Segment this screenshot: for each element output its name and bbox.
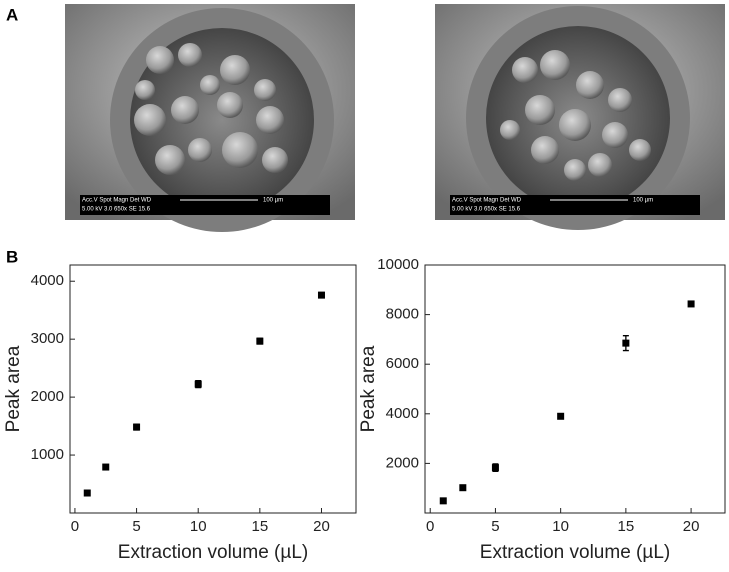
particle bbox=[254, 79, 276, 101]
plot-frame bbox=[424, 264, 726, 514]
x-tick-label: 20 bbox=[683, 518, 700, 535]
particle bbox=[135, 80, 155, 100]
data-point bbox=[317, 291, 325, 299]
particle bbox=[262, 147, 288, 173]
y-tick-label: 1000 bbox=[31, 446, 64, 463]
x-tick-label: 5 bbox=[491, 518, 499, 535]
particle bbox=[540, 50, 570, 80]
particle bbox=[200, 75, 220, 95]
particle bbox=[500, 120, 520, 140]
particle bbox=[629, 139, 651, 161]
x-tick-label: 10 bbox=[190, 518, 207, 535]
particle bbox=[146, 46, 174, 74]
info-params: 5.00 kV 3.0 650x SE 15.6 bbox=[82, 207, 151, 213]
y-tick-label: 4000 bbox=[386, 405, 419, 422]
data-point bbox=[557, 412, 565, 420]
particle bbox=[576, 71, 604, 99]
y-tick-label: 2000 bbox=[386, 454, 419, 471]
x-axis-label: Extraction volume (µL) bbox=[480, 542, 670, 563]
info-header: Acc.V Spot Magn Det WD bbox=[82, 198, 152, 204]
data-point bbox=[439, 497, 447, 505]
particle bbox=[188, 138, 212, 162]
data-point bbox=[133, 423, 141, 431]
y-tick-label: 4000 bbox=[31, 272, 64, 289]
particle bbox=[134, 104, 166, 136]
particle bbox=[222, 132, 258, 168]
x-tick-label: 15 bbox=[618, 518, 635, 535]
x-tick-label: 0 bbox=[71, 518, 79, 535]
x-tick-label: 15 bbox=[252, 518, 269, 535]
particle bbox=[220, 55, 250, 85]
micrograph: Acc.V Spot Magn Det WD 5.00 kV 3.0 650x S… bbox=[65, 4, 355, 232]
particle bbox=[217, 92, 243, 118]
data-point bbox=[622, 339, 630, 347]
data-point bbox=[256, 337, 264, 345]
info-params: 5.00 kV 3.0 650x SE 15.6 bbox=[452, 207, 521, 213]
panel-label: A bbox=[6, 5, 18, 24]
y-tick-label: 8000 bbox=[386, 306, 419, 323]
panel-label: B bbox=[6, 247, 18, 266]
data-point bbox=[83, 489, 91, 497]
y-tick-label: 6000 bbox=[386, 355, 419, 372]
particle bbox=[602, 122, 628, 148]
y-tick-label: 2000 bbox=[31, 388, 64, 405]
particle bbox=[512, 57, 538, 83]
data-point bbox=[491, 464, 499, 472]
data-point bbox=[102, 463, 110, 471]
particle bbox=[178, 43, 202, 67]
info-bar bbox=[450, 195, 700, 215]
data-point bbox=[687, 300, 695, 308]
x-tick-label: 10 bbox=[552, 518, 569, 535]
data-point bbox=[194, 380, 202, 388]
data-point bbox=[459, 484, 467, 492]
x-axis-label: Extraction volume (µL) bbox=[118, 542, 308, 563]
x-tick-label: 5 bbox=[132, 518, 140, 535]
info-header: Acc.V Spot Magn Det WD bbox=[452, 198, 522, 204]
y-axis-label: Peak area bbox=[3, 345, 24, 432]
particle bbox=[559, 109, 591, 141]
plot-frame bbox=[69, 264, 357, 514]
particle bbox=[564, 159, 586, 181]
x-tick-label: 20 bbox=[313, 518, 330, 535]
x-tick-label: 0 bbox=[426, 518, 434, 535]
micrograph: Acc.V Spot Magn Det WD 5.00 kV 3.0 650x S… bbox=[435, 4, 725, 230]
particle bbox=[588, 153, 612, 177]
particle bbox=[608, 88, 632, 112]
y-tick-label: 3000 bbox=[31, 330, 64, 347]
scale-label: 100 µm bbox=[633, 198, 653, 204]
particle bbox=[525, 95, 555, 125]
y-tick-label: 10000 bbox=[377, 256, 419, 273]
particle bbox=[256, 106, 284, 134]
info-bar bbox=[80, 195, 330, 215]
scale-label: 100 µm bbox=[263, 198, 283, 204]
particle bbox=[155, 145, 185, 175]
particle bbox=[171, 96, 199, 124]
particle bbox=[531, 136, 559, 164]
y-axis-label: Peak area bbox=[358, 345, 379, 432]
